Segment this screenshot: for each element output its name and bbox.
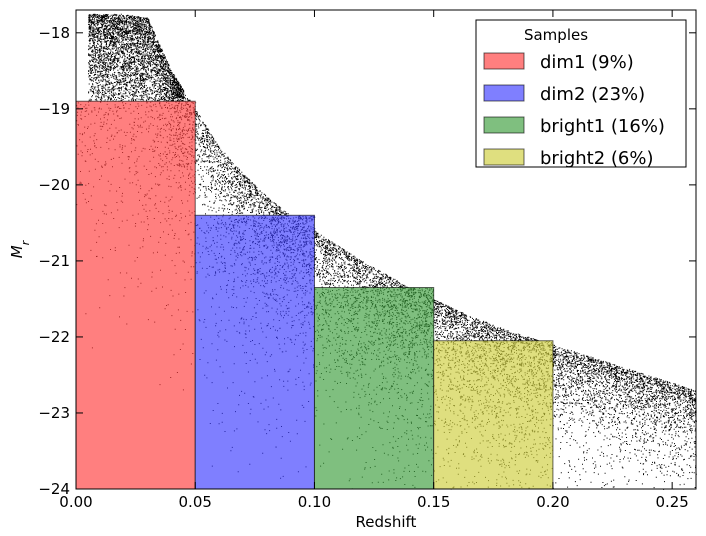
legend-label-4: bright2 (6%): [540, 148, 654, 169]
y-tick-label: −20: [38, 176, 70, 194]
sample-rect-2: [194, 214, 315, 490]
x-tick-label: 0.00: [59, 493, 92, 511]
sample-regions: [75, 100, 554, 490]
y-tick-label: −21: [38, 252, 70, 270]
x-tick-label: 0.20: [536, 493, 569, 511]
legend: Samples dim1 (9%) dim2 (23%) bright1 (16%) b…: [475, 19, 687, 169]
legend-label-3: bright1 (16%): [540, 116, 665, 137]
sample-points-1: [76, 101, 197, 391]
x-tick-label: 0.05: [179, 493, 212, 511]
x-tick-label: 0.25: [655, 493, 688, 511]
sample-rect-4: [433, 340, 554, 490]
legend-title: Samples: [524, 26, 588, 44]
sample-rect-1: [75, 100, 196, 490]
x-tick-label: 0.10: [298, 493, 331, 511]
y-tick-label: −24: [38, 480, 70, 498]
sample-points-4: [433, 340, 554, 489]
legend-swatch-3: [483, 116, 525, 134]
sample-points-2: [195, 215, 316, 479]
legend-swatch-1: [483, 52, 525, 70]
legend-swatch-2: [483, 84, 525, 102]
y-axis-title: Mr: [8, 239, 32, 258]
scatter-points: [88, 13, 697, 490]
plot-frame: [75, 9, 697, 490]
sample-rect-3: [313, 287, 435, 490]
legend-label-2: dim2 (23%): [540, 84, 645, 105]
y-tick-label: −23: [38, 404, 70, 422]
x-tick-label: 0.15: [417, 493, 450, 511]
legend-label-1: dim1 (9%): [540, 52, 634, 73]
y-tick-label: −22: [38, 328, 70, 346]
scatter-points-path: [88, 13, 697, 490]
legend-swatch-4: [483, 148, 525, 166]
y-tick-label: −18: [38, 24, 70, 42]
y-tick-label: −19: [38, 100, 70, 118]
axes: 0.00 0.05 0.10 0.15 0.20 0.25 −18 −19 −20 −21 −22 −…: [38, 9, 697, 511]
x-axis-title: Redshift: [356, 513, 417, 531]
